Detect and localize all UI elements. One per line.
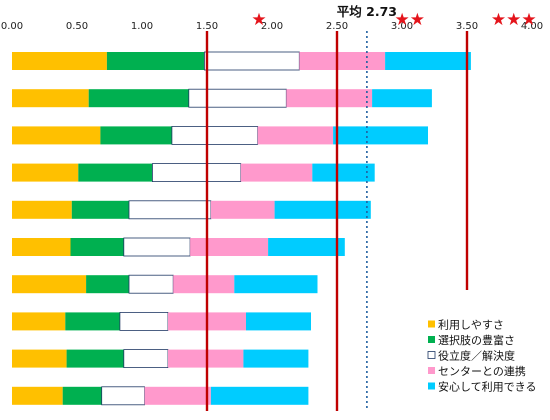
- bar-segment-row-1-series-1: [12, 52, 107, 70]
- bar-segment-row-3-series-2: [100, 126, 172, 145]
- bar-segment-row-6-series-1: [12, 238, 71, 256]
- bar-segment-row-4-series-1: [12, 163, 79, 182]
- legend-label: 役立度／解決度: [438, 349, 515, 363]
- star-rating: ★★: [395, 10, 425, 30]
- bar-segment-row-6-series-5: [268, 238, 345, 256]
- bar-segment-row-6-series-3: [123, 237, 191, 257]
- bar-segment-row-7-series-1: [12, 275, 87, 294]
- bar-segment-row-2-series-3: [188, 88, 287, 108]
- bar-segment-row-7-series-3: [128, 274, 174, 294]
- x-tick-label: 3.00: [391, 21, 413, 32]
- bar-segment-row-3-series-4: [257, 126, 334, 145]
- bar-segment-row-10-series-1: [12, 386, 63, 405]
- bar-segment-row-9-series-2: [66, 349, 124, 368]
- bar-segment-row-3-series-1: [12, 126, 101, 145]
- bar-segment-row-5-series-2: [71, 200, 129, 219]
- bar-segment-row-1-series-3: [203, 51, 300, 71]
- bar-segment-row-5-series-5: [274, 200, 371, 219]
- bar-segment-row-4-series-5: [312, 163, 375, 182]
- average-label: 平均 2.73: [337, 4, 397, 19]
- star-ratings: ★ ★★ ★★★: [251, 10, 536, 30]
- legend-swatch: [427, 351, 436, 359]
- bar-segment-row-2-series-1: [12, 89, 89, 108]
- x-tick-label: 2.00: [261, 21, 283, 32]
- bar-segment-row-8-series-1: [12, 312, 66, 331]
- x-tick-label: 0.00: [1, 21, 23, 32]
- bar-segment-row-3-series-5: [333, 126, 428, 145]
- bar-segment-row-1-series-2: [106, 52, 205, 70]
- bar-segment-row-4-series-2: [78, 163, 153, 182]
- bar-segment-row-3-series-3: [171, 126, 259, 145]
- bar-segment-row-1-series-4: [299, 52, 386, 70]
- bar-segment-row-5-series-3: [128, 200, 212, 220]
- legend-swatch: [428, 320, 435, 328]
- bar-segment-row-9-series-1: [12, 349, 67, 368]
- bar-segment-row-10-series-3: [101, 386, 145, 406]
- x-tick-label: 1.00: [131, 21, 153, 32]
- bar-segment-row-5-series-4: [210, 200, 275, 219]
- legend-box: [424, 313, 536, 395]
- legend-label: センターとの連携: [438, 364, 526, 378]
- bar-segment-row-9-series-5: [243, 349, 309, 368]
- bar-segment-row-9-series-4: [168, 349, 244, 368]
- bar-segment-row-7-series-2: [86, 275, 129, 294]
- x-tick-label: 3.50: [456, 21, 478, 32]
- bar-segment-row-5-series-1: [12, 200, 72, 219]
- bar-segment-row-8-series-2: [65, 312, 120, 331]
- legend-swatch: [428, 367, 435, 374]
- x-tick-label: 2.50: [326, 21, 348, 32]
- bar-segment-row-2-series-5: [372, 89, 432, 108]
- bar-segment-row-10-series-2: [62, 386, 102, 405]
- star-rating: ★: [251, 10, 266, 30]
- legend-label: 安心して利用できる: [438, 380, 536, 394]
- bar-segment-row-7-series-5: [234, 275, 318, 294]
- bar-segment-row-6-series-4: [190, 238, 269, 256]
- bar-segment-row-2-series-4: [286, 89, 373, 108]
- star-rating: ★★★: [491, 10, 537, 30]
- bar-segment-row-7-series-4: [173, 275, 235, 294]
- bar-segment-row-1-series-5: [385, 52, 471, 70]
- bar-segment-row-8-series-5: [246, 312, 311, 331]
- bar-segment-row-9-series-3: [123, 349, 169, 369]
- x-tick-label: 1.50: [196, 21, 218, 32]
- legend-label: 利用しやすさ: [438, 319, 504, 332]
- bar-segment-row-10-series-4: [144, 386, 211, 405]
- x-tick-label: 0.50: [66, 21, 88, 32]
- bar-segment-row-10-series-5: [210, 386, 309, 405]
- legend-swatch: [428, 336, 435, 343]
- reference-lines: 平均 2.73: [205, 4, 469, 411]
- bar-segment-row-2-series-2: [88, 89, 189, 108]
- legend-swatch: [428, 382, 435, 390]
- bar-segment-row-6-series-2: [70, 238, 124, 256]
- legend-label: 選択肢の豊富さ: [438, 333, 515, 347]
- bars: [12, 51, 471, 406]
- bar-segment-row-4-series-4: [240, 163, 313, 182]
- x-axis-ticks: 0.00 0.50 1.00 1.50 2.00 2.50 3.00 3.50 4.00: [1, 21, 543, 32]
- bar-segment-row-8-series-3: [119, 311, 169, 331]
- x-tick-label: 4.00: [521, 21, 543, 32]
- bar-segment-row-4-series-3: [151, 163, 242, 183]
